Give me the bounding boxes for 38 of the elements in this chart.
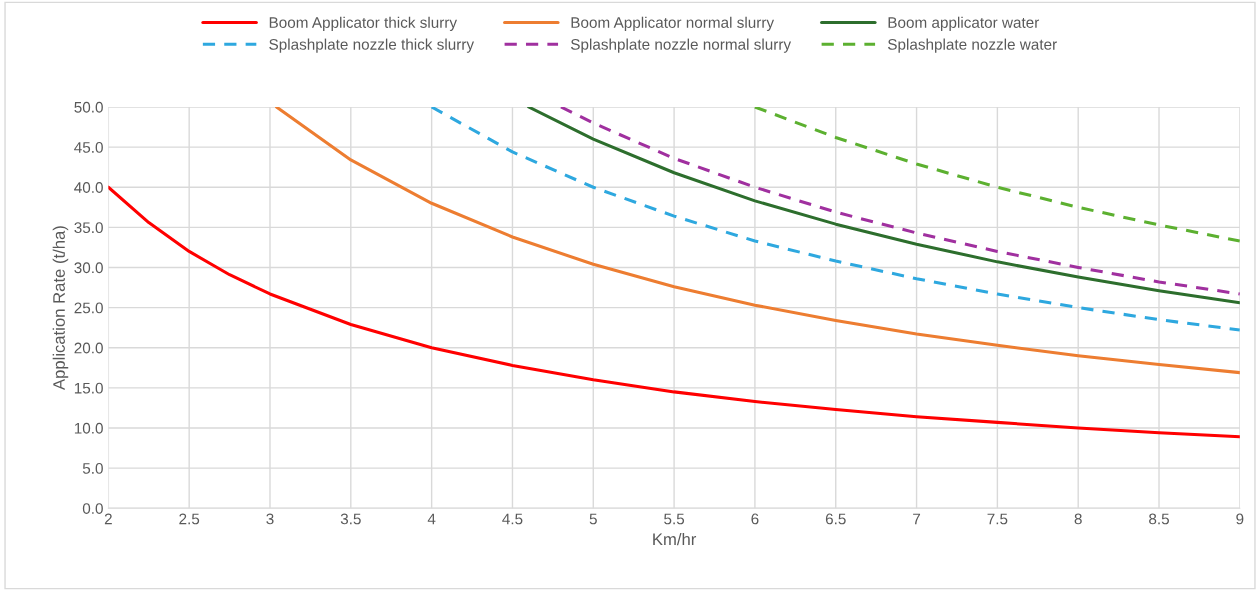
line-series bbox=[430, 106, 1240, 332]
y-tick-label: 0.0 bbox=[82, 503, 103, 514]
x-tick-label: 5 bbox=[589, 513, 597, 525]
legend-label: Splashplate nozzle normal slurry bbox=[570, 38, 792, 53]
x-tick-label: 6.5 bbox=[825, 513, 846, 525]
legend-label: Boom Applicator thick slurry bbox=[269, 16, 458, 31]
y-tick-label: 15.0 bbox=[74, 382, 103, 394]
x-tick-label: 4.5 bbox=[502, 513, 523, 525]
x-tick-label: 8.5 bbox=[1149, 513, 1169, 525]
x-tick-label: 6 bbox=[751, 513, 759, 525]
x-tick-label: 5.5 bbox=[664, 513, 685, 525]
x-tick-label: 3.5 bbox=[340, 513, 361, 525]
legend-label: Boom applicator water bbox=[888, 16, 1040, 31]
x-tick-label: 9 bbox=[1236, 513, 1244, 525]
y-tick-label: 25.0 bbox=[74, 302, 103, 314]
legend-label: Boom Applicator normal slurry bbox=[571, 16, 775, 31]
legend-label: Splashplate nozzle water bbox=[888, 38, 1057, 53]
x-axis-title: Km/hr bbox=[653, 532, 697, 546]
x-tick-label: 4 bbox=[427, 513, 436, 525]
y-tick-label: 35.0 bbox=[74, 222, 103, 234]
x-tick-label: 2 bbox=[104, 513, 112, 525]
y-tick-label: 5.0 bbox=[82, 463, 103, 474]
x-tick-label: 2.5 bbox=[179, 513, 200, 525]
y-tick-label: 10.0 bbox=[74, 422, 103, 434]
line-series bbox=[108, 185, 1240, 439]
x-tick-label: 3 bbox=[266, 513, 274, 525]
line-series bbox=[274, 106, 1240, 375]
y-tick-label: 50.0 bbox=[74, 101, 103, 113]
y-tick-label: 30.0 bbox=[74, 262, 103, 274]
x-tick-label: 7.5 bbox=[987, 513, 1008, 525]
y-axis-title: Application Rate (t/ha) bbox=[52, 226, 69, 391]
x-tick-label: 7 bbox=[913, 513, 921, 525]
x-tick-label: 8 bbox=[1074, 513, 1082, 525]
y-tick-label: 45.0 bbox=[74, 141, 103, 153]
y-tick-label: 40.0 bbox=[74, 182, 103, 193]
line-series bbox=[753, 106, 1240, 243]
legend-label: Splashplate nozzle thick slurry bbox=[269, 38, 475, 53]
y-tick-label: 20.0 bbox=[74, 342, 103, 354]
